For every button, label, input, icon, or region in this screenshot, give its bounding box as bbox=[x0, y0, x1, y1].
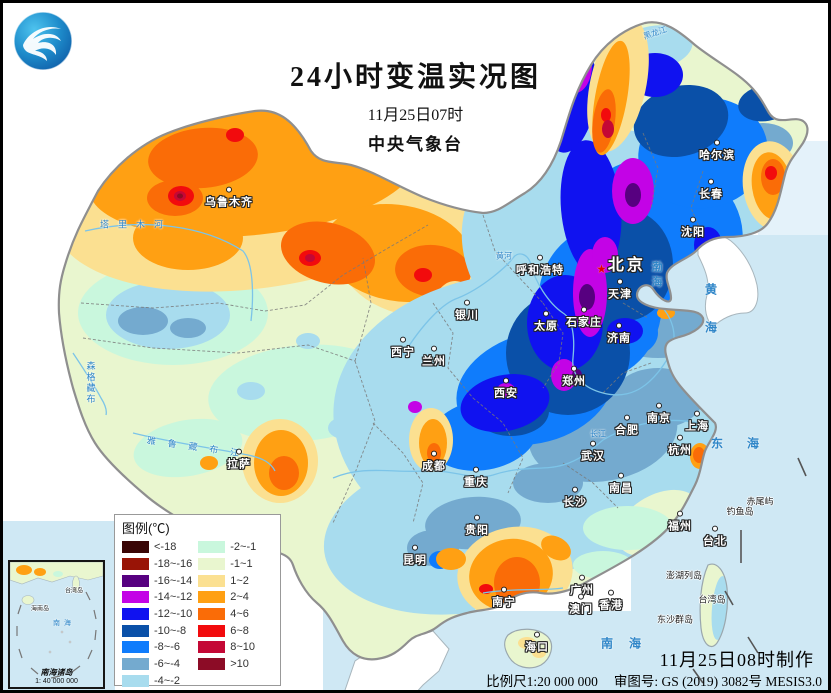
legend-swatch bbox=[122, 574, 149, 587]
legend-item: 4~6 bbox=[198, 606, 256, 623]
legend-item: >10 bbox=[198, 656, 256, 673]
legend-swatch bbox=[122, 658, 149, 671]
legend-range-label: <-18 bbox=[154, 541, 177, 554]
province-boundaries bbox=[80, 132, 704, 524]
legend-range-label: -18~-16 bbox=[154, 558, 193, 571]
south-china-sea-inset: 台湾岛 海南岛 南海 南海诸岛 1: 40 000 000 bbox=[8, 560, 105, 689]
legend-range-label: -2~-1 bbox=[230, 541, 257, 554]
legend-swatch bbox=[122, 624, 149, 637]
legend-item: -8~-6 bbox=[122, 639, 192, 656]
legend-swatch bbox=[122, 591, 149, 604]
legend-item: -16~-14 bbox=[122, 572, 192, 589]
legend-box: 图例(℃) <-18 -18~-16 -16~-14 -14~-12 -12~-10 -1… bbox=[114, 514, 281, 689]
legend-range-label: -1~1 bbox=[230, 558, 253, 571]
legend-swatch bbox=[198, 591, 226, 604]
legend-range-label: -10~-8 bbox=[154, 624, 187, 637]
legend-range-label: -8~-6 bbox=[154, 641, 180, 654]
legend-swatch bbox=[198, 608, 226, 621]
legend-swatch bbox=[198, 574, 226, 587]
legend-swatch bbox=[122, 641, 149, 654]
production-time: 11月25日08时制作 bbox=[659, 650, 814, 670]
legend-item: -12~-10 bbox=[122, 606, 192, 623]
rivers bbox=[72, 224, 709, 594]
legend-swatch bbox=[198, 624, 226, 637]
legend-item: -14~-12 bbox=[122, 589, 192, 606]
legend-item: 6~8 bbox=[198, 622, 256, 639]
legend-item: 1~2 bbox=[198, 572, 256, 589]
legend-title: 图例(℃) bbox=[122, 521, 170, 536]
cma-logo bbox=[13, 11, 73, 71]
legend-range-label: >10 bbox=[230, 658, 249, 671]
legend-swatch bbox=[122, 674, 149, 687]
legend-left-column: <-18 -18~-16 -16~-14 -14~-12 -12~-10 -10~-8 -8… bbox=[122, 539, 192, 689]
legend-swatch bbox=[198, 641, 226, 654]
inset-mini-map bbox=[10, 562, 103, 679]
inset-scale: 1: 40 000 000 bbox=[35, 678, 78, 685]
legend-range-label: 8~10 bbox=[230, 641, 256, 654]
legend-range-label: -16~-14 bbox=[154, 574, 193, 587]
legend-swatch bbox=[122, 608, 149, 621]
legend-item: <-18 bbox=[122, 539, 192, 556]
national-border bbox=[57, 21, 809, 684]
legend-range-label: -14~-12 bbox=[154, 591, 193, 604]
legend-item: -10~-8 bbox=[122, 622, 192, 639]
legend-swatch bbox=[198, 558, 226, 571]
legend-swatch bbox=[198, 658, 226, 671]
legend-swatch bbox=[122, 558, 149, 571]
inset-title: 南海诸岛 bbox=[40, 668, 73, 677]
legend-range-label: -12~-10 bbox=[154, 608, 193, 621]
legend-range-label: -4~-2 bbox=[154, 674, 180, 687]
legend-item: -2~-1 bbox=[198, 539, 256, 556]
approval-line: 比例尺1:20 000 000 审图号: GS (2019) 3082号 MES… bbox=[486, 670, 822, 690]
legend-item: -1~1 bbox=[198, 556, 256, 573]
legend-item: 8~10 bbox=[198, 639, 256, 656]
legend-right-column: -2~-1 -1~1 1~2 2~4 4~6 6~8 8~10 >10 bbox=[198, 539, 256, 689]
legend-item: -6~-4 bbox=[122, 656, 192, 673]
legend-swatch bbox=[198, 541, 226, 554]
legend-swatch bbox=[122, 541, 149, 554]
legend-item: -18~-16 bbox=[122, 556, 192, 573]
map-scale: 比例尺1:20 000 000 bbox=[486, 674, 598, 689]
legend-item: -4~-2 bbox=[122, 673, 192, 690]
legend-item: 2~4 bbox=[198, 589, 256, 606]
legend-range-label: 2~4 bbox=[230, 591, 249, 604]
legend-range-label: 4~6 bbox=[230, 608, 249, 621]
legend-range-label: -6~-4 bbox=[154, 658, 180, 671]
legend-range-label: 1~2 bbox=[230, 574, 249, 587]
approval-number: 审图号: GS (2019) 3082号 MESIS3.0 bbox=[613, 674, 822, 689]
legend-range-label: 6~8 bbox=[230, 624, 249, 637]
